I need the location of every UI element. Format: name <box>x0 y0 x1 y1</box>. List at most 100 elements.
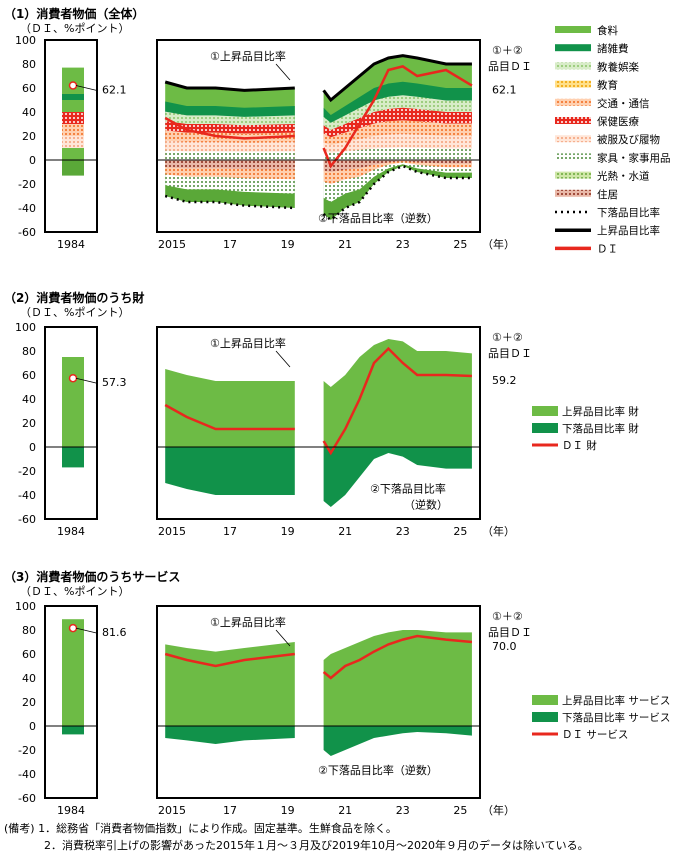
x-tick-label: 25 <box>453 238 467 251</box>
x-axis-unit: （年） <box>482 237 515 251</box>
chart-title: （2）消費者物価のうち財 <box>4 290 144 305</box>
annotation-down-ratio: ②下落品目比率（逆数） <box>318 763 438 777</box>
category-band-area <box>323 147 472 160</box>
x-tick-label: 2015 <box>158 238 186 251</box>
annotation-down-ratio: ②下落品目比率（逆数） <box>318 211 438 225</box>
y-tick-label: -60 <box>18 792 36 805</box>
legend-swatch <box>532 712 558 722</box>
di-last-label: 59.2 <box>492 374 517 387</box>
category-band-area <box>323 160 472 172</box>
up-ratio-line <box>322 54 472 103</box>
legend-label: 下落品目比率 財 <box>562 422 639 435</box>
di-line <box>322 634 473 680</box>
base-year-frame <box>44 605 98 799</box>
y-tick-label: 100 <box>15 321 36 334</box>
di-line <box>164 652 295 668</box>
y-tick-label: -60 <box>18 226 36 239</box>
base-down-bar <box>62 160 84 176</box>
chart-panel-2: （2）消費者物価のうち財（ＤＩ、%ポイント） 100 80 60 40 20 0 -20 -40… <box>4 290 639 538</box>
legend-swatch <box>555 189 591 197</box>
base-di-marker <box>68 373 78 383</box>
legend-label: 食料 <box>597 24 618 37</box>
legend-swatch <box>532 423 558 433</box>
x-tick-label: 2015 <box>158 804 186 817</box>
legend-label: 教養娯楽 <box>597 60 639 73</box>
x-tick-label: 19 <box>281 238 295 251</box>
legend-label: 上昇品目比率 財 <box>562 405 639 418</box>
legend-label: 被服及び履物 <box>597 133 660 146</box>
annotation-di-2: 品目ＤＩ <box>488 60 532 73</box>
annotation-di-2: 品目ＤＩ <box>488 626 532 639</box>
x-tick-label: 25 <box>453 804 467 817</box>
y-tick-label: 20 <box>22 696 36 709</box>
main-frame <box>156 326 481 520</box>
y-tick-label: 40 <box>22 393 36 406</box>
y-tick-label: 20 <box>22 130 36 143</box>
base-year-label: 1984 <box>57 525 85 538</box>
up-ratio-area <box>165 642 295 726</box>
annotation-up-ratio: ①上昇品目比率 <box>210 336 286 350</box>
legend-label: 光熱・水道 <box>597 170 650 183</box>
base-category-band <box>62 136 84 148</box>
y-tick-label: 100 <box>15 34 36 47</box>
base-di-marker <box>68 81 78 90</box>
chart-panel-1: （1）消費者物価（全体）（ＤＩ、%ポイント）100 80 60 40 20 0 -20 -40… <box>4 6 671 255</box>
x-tick-label: 25 <box>453 525 467 538</box>
chart-title: （3）消費者物価のうちサービス <box>4 569 180 584</box>
up-ratio-area <box>323 630 472 726</box>
di-line <box>164 403 295 431</box>
y-axis-label: （ＤＩ、%ポイント） <box>20 22 129 35</box>
footnote-line-1: 1．総務省「消費者物価指数」により作成。固定基準。生鮮食品を除く。 <box>38 822 397 835</box>
x-tick-label: 23 <box>396 238 410 251</box>
y-tick-label: 80 <box>22 624 36 637</box>
y-tick-label: -60 <box>18 513 36 526</box>
chart-panel-3: （3）消費者物価のうちサービス（ＤＩ、%ポイント） 100 80 60 40 20 0 -20… <box>4 569 670 817</box>
x-tick-label: 17 <box>223 525 237 538</box>
y-tick-label: 0 <box>29 441 36 454</box>
x-tick-label: 19 <box>281 804 295 817</box>
legend-swatch <box>555 153 591 161</box>
x-tick-label: 21 <box>338 238 352 251</box>
annotation-di-1: ①＋② <box>492 610 523 623</box>
chart-title: （1）消費者物価（全体） <box>4 6 144 21</box>
base-di-leader <box>75 627 98 634</box>
legend-label: ＤＩ サービス <box>562 729 628 741</box>
annotation-arrow <box>275 629 291 647</box>
base-up-bar <box>62 619 84 726</box>
annotation-arrow <box>275 63 291 81</box>
x-axis-unit: （年） <box>482 524 515 538</box>
y-tick-label: -40 <box>18 768 36 781</box>
legend-label: 上昇品目比率 サービス <box>562 694 670 707</box>
legend-label: 上昇品目比率 <box>597 224 660 237</box>
base-up-bar <box>62 357 84 447</box>
annotation-arrow <box>275 350 291 368</box>
legend-label: 下落品目比率 サービス <box>562 711 670 724</box>
annotation-di-1: ①＋② <box>492 331 523 344</box>
legend-label: 諸雑費 <box>597 42 629 55</box>
legend-swatch <box>555 135 591 143</box>
di-last-label: 70.0 <box>492 640 517 653</box>
x-tick-label: 2015 <box>158 525 186 538</box>
annotation-down-ratio: ②下落品目比率 <box>370 482 446 496</box>
base-category-band <box>62 124 84 136</box>
category-band-area <box>165 150 295 160</box>
x-axis-unit: （年） <box>482 803 515 817</box>
footnote-line-2: 2．消費税率引上げの影響があった2015年１月～３月及び2019年10月～202… <box>44 839 589 852</box>
category-band-area <box>165 160 295 170</box>
up-ratio-area <box>165 369 295 447</box>
base-misc-band <box>62 94 84 100</box>
di-line <box>322 346 472 456</box>
base-di-label: 57.3 <box>102 376 127 389</box>
footnote-label: (備考) <box>4 822 35 835</box>
legend-swatch <box>532 406 558 416</box>
base-di-leader <box>75 85 98 91</box>
legend-label: 家具・家事用品 <box>597 151 671 164</box>
y-tick-label: -40 <box>18 489 36 502</box>
footnote: (備考) 1．総務省「消費者物価指数」により作成。固定基準。生鮮食品を除く。 2… <box>4 820 589 854</box>
base-di-leader <box>75 377 98 384</box>
legend-label: 住居 <box>597 188 618 201</box>
y-tick-label: -20 <box>18 465 36 478</box>
base-di-label: 81.6 <box>102 626 127 639</box>
y-tick-label: 60 <box>22 648 36 661</box>
